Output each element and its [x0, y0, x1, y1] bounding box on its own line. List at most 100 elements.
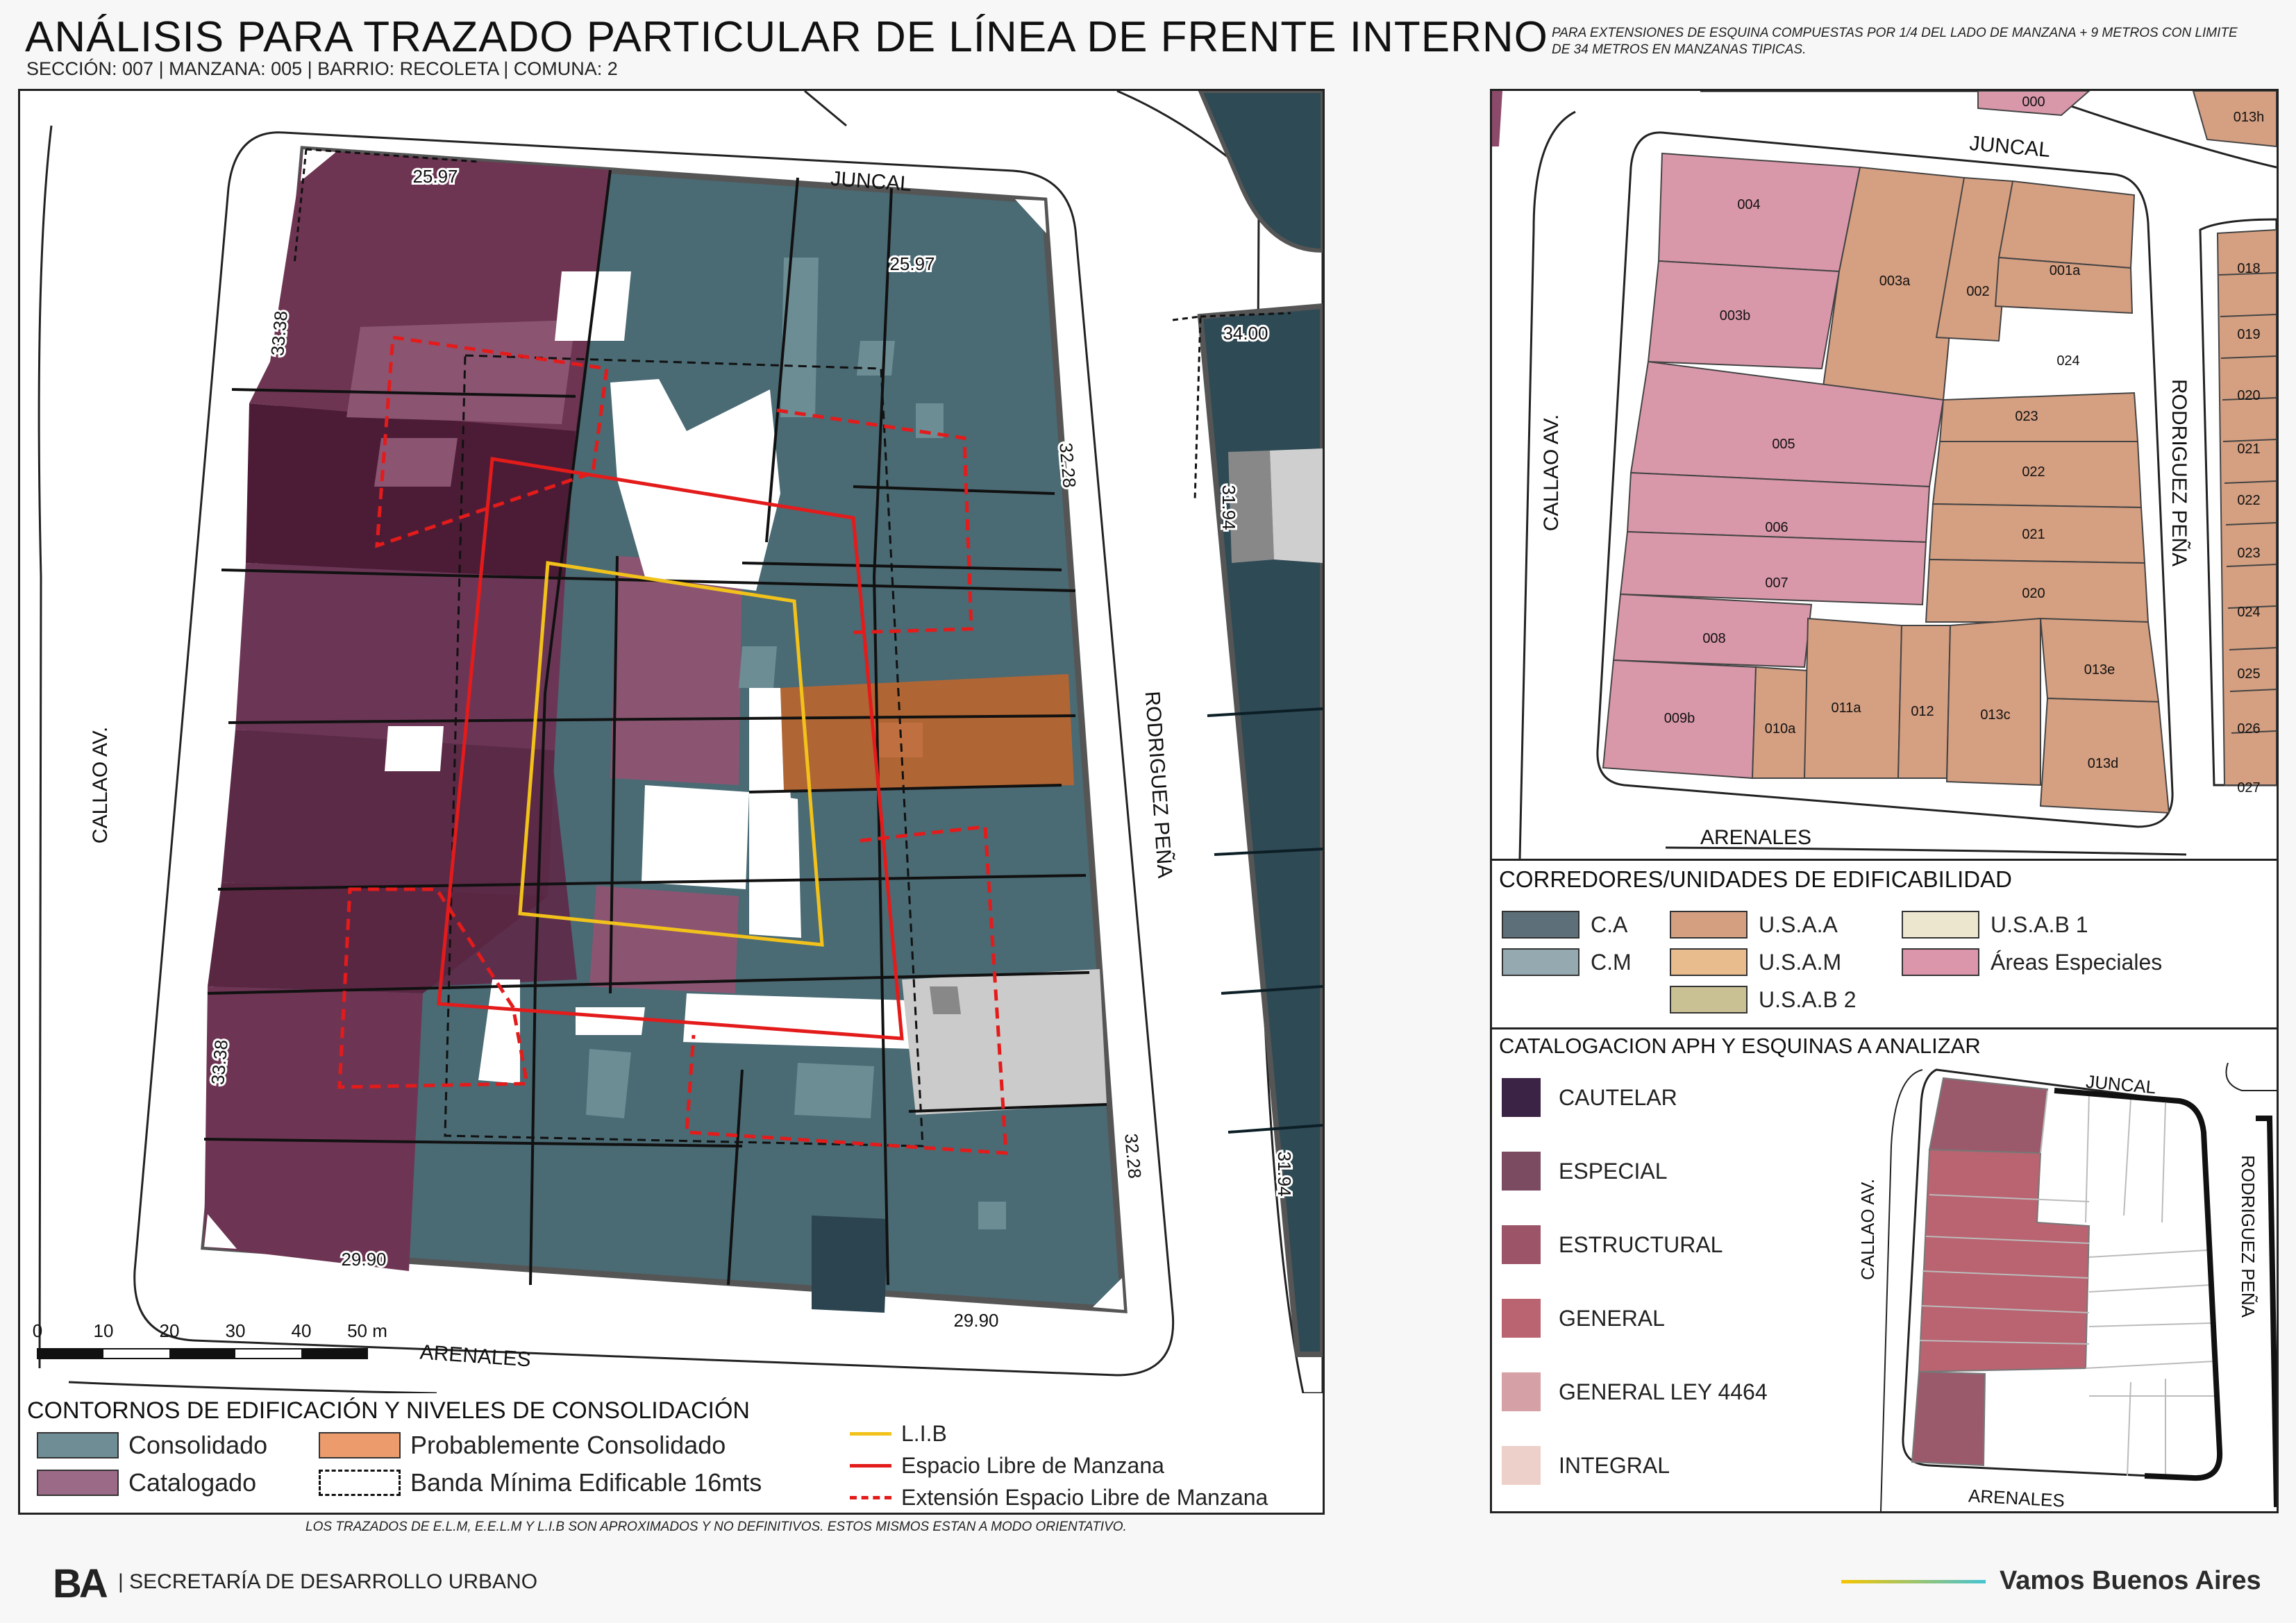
lib-label: L.I.B — [901, 1421, 947, 1446]
ca-swatch — [1502, 911, 1579, 939]
parcel-east-025: 025 — [2237, 666, 2260, 682]
street-callao: CALLAO AV. — [89, 727, 112, 843]
secretaria-label: | SECRETARÍA DE DESARROLLO URBANO — [118, 1570, 538, 1593]
parcel-polygons — [1602, 91, 2277, 814]
especial-label: ESPECIAL — [1559, 1158, 1668, 1184]
parcel-002: 002 — [1966, 284, 1989, 299]
dim-ne-top: 25.97 — [889, 253, 935, 274]
usab2-label: U.S.A.B 2 — [1759, 986, 1857, 1012]
dim-sw-bottom: 29.90 — [341, 1249, 386, 1270]
catalog-general-ley: GENERAL LEY 4464 — [1502, 1372, 1768, 1411]
general-ley-swatch — [1502, 1372, 1541, 1411]
page-title: ANÁLISIS PARA TRAZADO PARTICULAR DE LÍNE… — [25, 13, 1548, 61]
parcel-008: 008 — [1702, 631, 1725, 646]
areas-especiales-swatch — [1902, 948, 1979, 976]
parcel-007: 007 — [1765, 575, 1788, 591]
corredor-usab1: U.S.A.B 1 — [1902, 911, 2088, 939]
corredor-areas-especiales: Áreas Especiales — [1902, 948, 2162, 976]
parcel-map: 004 003b 003a 002 001a 024 005 023 022 0… — [1492, 91, 2277, 859]
catalog-integral: INTEGRAL — [1502, 1446, 1670, 1485]
corredor-ca: C.A — [1502, 911, 1627, 939]
catalogado-label: Catalogado — [128, 1468, 257, 1497]
parcel-013c: 013c — [1980, 707, 2010, 723]
extension-note: PARA EXTENSIONES DE ESQUINA COMPUESTAS P… — [1552, 26, 2238, 57]
dim-nw-left: 33.38 — [267, 310, 292, 356]
legend-banda: Banda Mínima Edificable 16mts — [319, 1468, 762, 1497]
eelm-sample — [850, 1496, 891, 1499]
parcel-east-023: 023 — [2237, 546, 2260, 561]
parcel-013e: 013e — [2084, 662, 2115, 678]
vamos-buenos-aires: Vamos Buenos Aires — [2000, 1566, 2261, 1595]
scale-bar: 0 10 20 30 40 50 m — [33, 1320, 387, 1359]
legend-lib: L.I.B — [850, 1421, 947, 1447]
parcel-010a: 010a — [1765, 721, 1796, 737]
elm-sample — [850, 1464, 891, 1468]
usab1-swatch — [1902, 911, 1979, 939]
main-legend-title: CONTORNOS DE EDIFICACIÓN Y NIVELES DE CO… — [27, 1397, 750, 1424]
banda-swatch — [319, 1470, 401, 1496]
street-rodriguez-pena: RODRIGUEZ PEÑA — [1141, 690, 1178, 879]
corredores-panel: CORREDORES/UNIDADES DE EDIFICABILIDAD C.… — [1490, 859, 2279, 1029]
usam-swatch — [1670, 948, 1748, 976]
brand-gradient-bar — [1841, 1580, 1986, 1583]
curb-west — [37, 125, 53, 1369]
parcel-024: 024 — [2056, 353, 2079, 369]
catalogado-swatch — [37, 1470, 119, 1496]
cautelar-swatch — [1502, 1078, 1541, 1117]
parcel-000: 000 — [2022, 94, 2045, 110]
dim-se-bottom: 29.90 — [953, 1310, 998, 1331]
parcel-006: 006 — [1765, 520, 1788, 535]
legend-eelm: Extensión Espacio Libre de Manzana — [850, 1485, 1268, 1511]
areas-especiales-label: Áreas Especiales — [1991, 949, 2163, 975]
ca-label: C.A — [1591, 911, 1628, 937]
legend-catalogado: Catalogado — [37, 1468, 256, 1497]
probablemente-label: Probablemente Consolidado — [410, 1431, 726, 1459]
east-neighbor-block — [1197, 91, 1323, 1393]
parcel-street-rodriguez: RODRIGUEZ PEÑA — [2168, 379, 2191, 566]
mini-street-arenales: ARENALES — [1968, 1485, 2065, 1511]
parcel-east-018: 018 — [2237, 261, 2260, 276]
lib-sample — [850, 1432, 891, 1436]
catalog-cautelar: CAUTELAR — [1502, 1078, 1677, 1117]
ba-logo: BA — [53, 1561, 108, 1606]
page-subtitle: SECCIÓN: 007 | MANZANA: 005 | BARRIO: RE… — [26, 58, 618, 79]
dim-east-top: 34.00 — [1223, 323, 1268, 344]
parcel-map-panel: 004 003b 003a 002 001a 024 005 023 022 0… — [1490, 89, 2279, 861]
parcel-east-019: 019 — [2237, 327, 2260, 342]
parcel-003b: 003b — [1720, 308, 1751, 323]
dim-sw-left: 33.38 — [207, 1038, 232, 1085]
main-legend-panel: CONTORNOS DE EDIFICACIÓN Y NIVELES DE CO… — [18, 1393, 1325, 1515]
general-swatch — [1502, 1299, 1541, 1338]
parcel-003a: 003a — [1879, 274, 1911, 289]
catalog-especial: ESPECIAL — [1502, 1152, 1668, 1191]
parcel-022: 022 — [2022, 464, 2045, 480]
scale-tick-0: 0 — [33, 1320, 42, 1341]
corredor-usaa: U.S.A.A — [1670, 911, 1838, 939]
catalog-panel: CATALOGACION APH Y ESQUINAS A ANALIZAR C… — [1490, 1027, 2279, 1513]
catalog-general: GENERAL — [1502, 1299, 1665, 1338]
parcel-005: 005 — [1772, 437, 1795, 452]
lib-line — [518, 561, 824, 947]
scale-tick-50: 50 m — [347, 1320, 387, 1341]
corredor-cm: C.M — [1502, 948, 1632, 976]
main-map: 25.97 25.97 33.38 32.28 33.38 32.28 29.9… — [33, 91, 1323, 1393]
parcel-001a: 001a — [2050, 263, 2081, 278]
general-label: GENERAL — [1559, 1305, 1665, 1331]
usab2-swatch — [1670, 986, 1748, 1014]
cm-swatch — [1502, 948, 1579, 976]
parcel-013d: 013d — [2088, 756, 2119, 771]
estructural-swatch — [1502, 1225, 1541, 1264]
parcel-004: 004 — [1737, 197, 1760, 212]
banda-label: Banda Mínima Edificable 16mts — [410, 1468, 762, 1497]
parcel-012: 012 — [1911, 704, 1934, 719]
parcel-east-027: 027 — [2237, 780, 2260, 796]
scale-tick-20: 20 — [160, 1320, 180, 1341]
usab1-label: U.S.A.B 1 — [1991, 911, 2088, 937]
usaa-swatch — [1670, 911, 1748, 939]
legend-consolidado: Consolidado — [37, 1431, 267, 1460]
parcel-street-arenales: ARENALES — [1700, 826, 1811, 849]
parcel-011a: 011a — [1831, 700, 1861, 716]
general-ley-label: GENERAL LEY 4464 — [1559, 1379, 1768, 1404]
catalog-estructural: ESTRUCTURAL — [1502, 1225, 1723, 1264]
cautelar-label: CAUTELAR — [1559, 1084, 1677, 1110]
